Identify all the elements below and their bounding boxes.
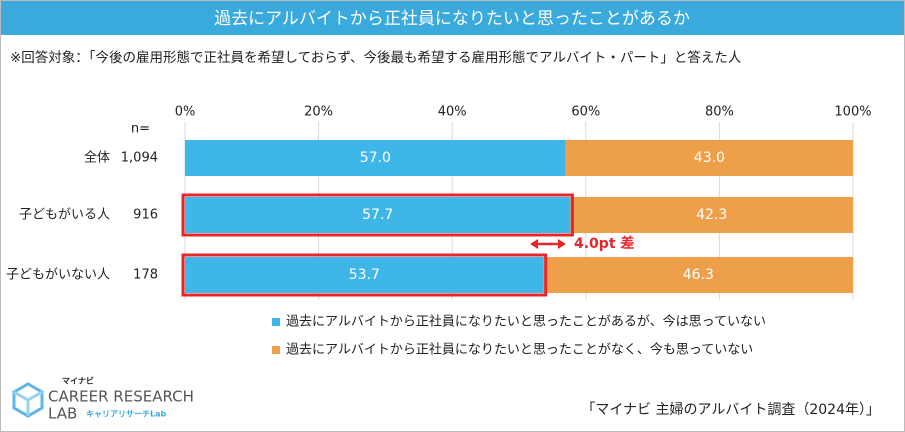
subtitle: ※回答対象：「今後の雇用形態で正社員を希望しておらず、今後最も希望する雇用形態で…	[10, 49, 742, 66]
x-tick-label: 60%	[571, 105, 600, 120]
x-tick-label: 100%	[834, 105, 871, 120]
logo-icon	[12, 382, 44, 418]
legend-swatch	[272, 346, 280, 354]
logo-line2: LAB	[48, 405, 77, 423]
category-label: 子どもがいない人	[6, 268, 110, 283]
value-label: 57.7	[362, 207, 393, 223]
bar-segment	[185, 197, 571, 233]
category-label: 子どもがいる人	[19, 208, 110, 223]
x-tick-label: 80%	[705, 105, 734, 120]
x-tick-label: 40%	[438, 105, 467, 120]
value-label: 53.7	[349, 267, 380, 283]
sample-size: 916	[133, 208, 158, 223]
x-tick-label: 0%	[175, 105, 196, 120]
bar-segment	[185, 140, 566, 176]
value-label: 43.0	[694, 150, 725, 166]
category-label: 全体	[84, 150, 110, 166]
logo: マイナビ CAREER RESEARCH LAB キャリアリサーチLab	[12, 376, 194, 423]
highlight-box	[181, 253, 548, 297]
bar-segment	[570, 197, 853, 233]
highlight-box	[181, 193, 574, 237]
sample-size: 178	[133, 268, 158, 283]
n-label: n=	[131, 122, 150, 137]
bar-segment	[543, 257, 853, 293]
legend-label: 過去にアルバイトから正社員になりたいと思ったことがなく、今も思っていない	[286, 342, 753, 358]
bar-segment	[185, 257, 544, 293]
annotation: 4.0pt 差	[574, 235, 634, 252]
legend-swatch	[272, 318, 280, 326]
logo-icon-inner	[13, 390, 43, 416]
value-label: 42.3	[696, 207, 727, 223]
sample-size: 1,094	[121, 151, 158, 166]
title-banner	[1, 1, 904, 35]
legend-label: 過去にアルバイトから正社員になりたいと思ったことがあるが、今は思っていない	[286, 314, 766, 330]
bar-segment	[565, 140, 853, 176]
x-tick-label: 20%	[304, 105, 333, 120]
value-label: 46.3	[683, 267, 714, 283]
logo-brand: マイナビ	[62, 376, 94, 386]
value-label: 57.0	[360, 150, 391, 166]
logo-line1: CAREER RESEARCH	[48, 388, 194, 406]
arrow-head	[530, 239, 566, 249]
logo-sub: キャリアリサーチLab	[86, 410, 166, 419]
chart-title: 過去にアルバイトから正社員になりたいと思ったことがあるか	[214, 9, 690, 29]
source: 「マイナビ 主婦のアルバイト調査（2024年）」	[581, 401, 880, 418]
